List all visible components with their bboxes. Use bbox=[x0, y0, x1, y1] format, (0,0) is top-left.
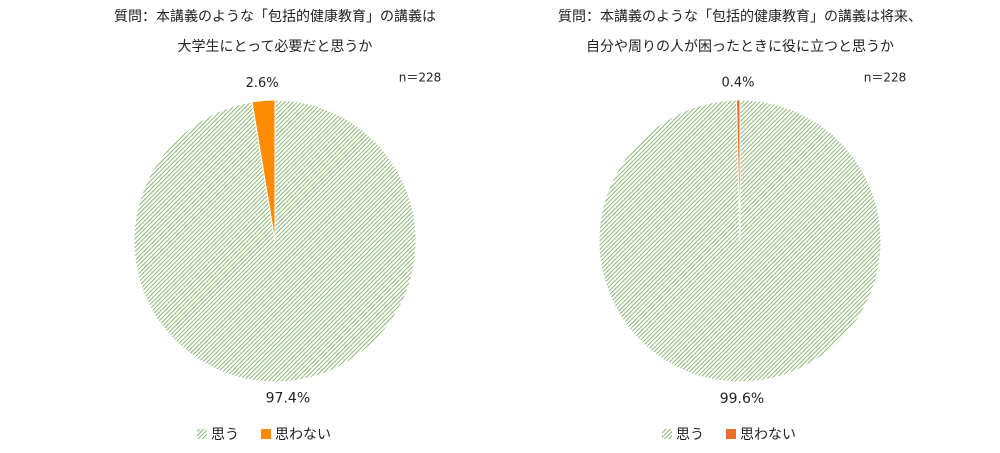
sample-size: n＝228 bbox=[399, 71, 442, 85]
legend-swatch bbox=[726, 429, 736, 439]
data-label: 2.6% bbox=[246, 76, 279, 91]
data-label: 0.4% bbox=[721, 76, 754, 91]
legend-swatch bbox=[662, 429, 672, 439]
chart-title: 大学生にとって必要だと思うか bbox=[178, 39, 373, 55]
legend-swatch bbox=[261, 429, 271, 439]
chart-title: 自分や周りの人が困ったときに役に立つと思うか bbox=[586, 39, 894, 55]
legend-label: 思わない bbox=[740, 427, 796, 443]
legend-label: 思う bbox=[211, 427, 239, 443]
chart-title: 質問：本講義のような「包括的健康教育」の講義は bbox=[114, 8, 436, 25]
legend-label: 思う bbox=[676, 427, 704, 443]
legend-swatch bbox=[197, 429, 207, 439]
data-label: 97.4% bbox=[266, 390, 310, 406]
chart-title: 質問：本講義のような「包括的健康教育」の講義は将来、 bbox=[558, 8, 922, 25]
legend-label: 思わない bbox=[275, 427, 331, 443]
pie-slice bbox=[251, 99, 276, 242]
chart: 質問：本講義のような「包括的健康教育」の講義は将来、自分や周りの人が困ったときに… bbox=[558, 8, 922, 443]
sample-size: n＝228 bbox=[864, 71, 907, 85]
data-label: 99.6% bbox=[720, 391, 764, 407]
pie-slice bbox=[735, 99, 741, 242]
